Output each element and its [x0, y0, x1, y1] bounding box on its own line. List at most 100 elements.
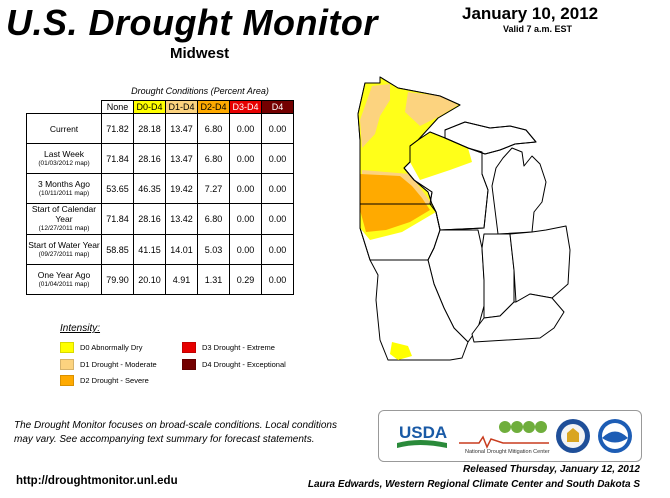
table-cell: 79.90: [101, 264, 134, 295]
table-row: 3 Months Ago (10/11/2011 map) 53.65 46.35 19…: [26, 173, 294, 204]
table-cell: 58.85: [101, 234, 134, 265]
row-label-date: (01/04/2011 map): [38, 280, 90, 288]
state-outline: [444, 121, 537, 155]
row-label: Current: [26, 113, 102, 144]
legend-label: D0 Abnormally Dry: [80, 343, 143, 352]
table-cell: 6.80: [197, 203, 230, 235]
row-label: Last Week (01/03/2012 map): [26, 143, 102, 174]
legend-label: D3 Drought - Extreme: [202, 343, 275, 352]
row-label-text: One Year Ago: [37, 269, 91, 280]
map-date: January 10, 2012: [462, 4, 599, 23]
map-title: U.S. Drought Monitor: [6, 2, 378, 43]
table-cell: 5.03: [197, 234, 230, 265]
row-label-date: (09/27/2011 map): [38, 250, 90, 258]
table-cell: 13.42: [165, 203, 198, 235]
legend-swatch: [182, 342, 196, 353]
row-label-date: (12/27/2011 map): [38, 225, 90, 232]
row-label: 3 Months Ago (10/11/2011 map): [26, 173, 102, 204]
state-michigan-lower: [491, 147, 547, 235]
table-cell: 0.00: [229, 143, 262, 174]
partner-logos: USDA National Drought Mitigation Center: [378, 410, 642, 462]
column-header: D0-D4: [133, 100, 166, 114]
legend-heading: Intensity:: [60, 323, 101, 334]
table-caption: Drought Conditions (Percent Area): [131, 86, 269, 96]
table-cell: 0.29: [229, 264, 262, 295]
table-cell: 28.18: [133, 113, 166, 144]
row-label-date: (10/11/2011 map): [38, 189, 90, 197]
table-cell: 0.00: [261, 143, 294, 174]
state-ohio: [509, 225, 571, 303]
row-label: One Year Ago (01/04/2011 map): [26, 264, 102, 295]
ndmc-label: National: [465, 449, 485, 455]
table-cell: 0.00: [229, 203, 262, 235]
commerce-seal-icon: [556, 419, 590, 453]
table-cell: 0.00: [261, 113, 294, 144]
table-cell: 0.00: [229, 173, 262, 204]
table-cell: 4.91: [165, 264, 198, 295]
region-name: Midwest: [170, 45, 230, 62]
legend-item-d4: D4 Drought - Exceptional: [182, 359, 286, 370]
table-row: Last Week (01/03/2012 map) 71.84 28.16 13.47…: [26, 143, 294, 174]
midwest-drought-map: [357, 76, 571, 361]
table-cell: 0.00: [261, 173, 294, 204]
column-header: D4: [261, 100, 294, 114]
table-row: Current 71.82 28.18 13.47 6.80 0.00 0.00: [26, 113, 294, 144]
legend-swatch: [182, 359, 196, 370]
table-header-row: None D0-D4 D1-D4 D2-D4 D3-D4 D4: [27, 100, 294, 114]
disclaimer-note: The Drought Monitor focuses on broad-sca…: [14, 420, 337, 445]
row-label-text: Last Week: [43, 148, 84, 159]
legend-label: D1 Drought - Moderate: [80, 360, 157, 369]
release-date: Released Thursday, January 12, 2012: [463, 464, 640, 475]
table-corner: [27, 101, 102, 114]
table-cell: 28.16: [133, 203, 166, 235]
table-cell: 28.16: [133, 143, 166, 174]
table-cell: 71.84: [101, 203, 134, 235]
row-label-text: Start of Calendar Year: [31, 204, 97, 224]
legend-swatch: [60, 342, 74, 353]
drought-d0-missouri: [390, 342, 412, 360]
row-label-text: 3 Months Ago: [38, 178, 90, 189]
table-row: Start of Water Year (09/27/2011 map) 58.85…: [26, 234, 294, 265]
state-indiana: [481, 233, 515, 319]
logo-strip: USDA National Drought Mitigation Center: [397, 419, 632, 455]
table-row: One Year Ago (01/04/2011 map) 79.90 20.10 4.…: [26, 264, 294, 295]
table-cell: 53.65: [101, 173, 134, 204]
table-cell: 1.31: [197, 264, 230, 295]
legend-item-d2: D2 Drought - Severe: [60, 375, 149, 386]
table-cell: 0.00: [229, 234, 262, 265]
column-header: D3-D4: [229, 100, 262, 114]
table-cell: 0.00: [261, 203, 294, 235]
website-link[interactable]: http://droughtmonitor.unl.edu: [16, 475, 178, 487]
noaa-logo-icon: [598, 419, 632, 453]
row-label: Start of Calendar Year (12/27/2011 map): [26, 203, 102, 235]
table-cell: 6.80: [197, 143, 230, 174]
column-header: D1-D4: [165, 100, 198, 114]
table-cell: 14.01: [165, 234, 198, 265]
table-cell: 46.35: [133, 173, 166, 204]
row-label-text: Start of Water Year: [28, 239, 100, 250]
table-cell: 6.80: [197, 113, 230, 144]
valid-time: Valid 7 a.m. EST: [503, 24, 573, 34]
table-cell: 7.27: [197, 173, 230, 204]
legend-item-d3: D3 Drought - Extreme: [182, 342, 275, 353]
state-kentucky: [471, 293, 565, 343]
row-label: Start of Water Year (09/27/2011 map): [26, 234, 102, 265]
usda-swoosh-icon: [397, 440, 447, 448]
ndmc-logo-icon: [459, 421, 549, 449]
ndmc-label: Drought Mitigation Center: [487, 449, 550, 455]
drought-conditions-table: None D0-D4 D1-D4 D2-D4 D3-D4 D4 Current 7…: [26, 100, 294, 295]
table-cell: 0.00: [261, 264, 294, 295]
table-cell: 0.00: [261, 234, 294, 265]
legend-item-d0: D0 Abnormally Dry: [60, 342, 143, 353]
drought-d2-area: [360, 174, 430, 232]
state-missouri: [369, 259, 469, 361]
legend-item-d1: D1 Drought - Moderate: [60, 359, 157, 370]
table-cell: 71.84: [101, 143, 134, 174]
row-label-date: (01/03/2012 map): [38, 159, 90, 167]
table-cell: 0.00: [229, 113, 262, 144]
legend-swatch: [60, 375, 74, 386]
state-outline: [359, 203, 441, 261]
legend-label: D4 Drought - Exceptional: [202, 360, 286, 369]
table-cell: 20.10: [133, 264, 166, 295]
column-header: D2-D4: [197, 100, 230, 114]
